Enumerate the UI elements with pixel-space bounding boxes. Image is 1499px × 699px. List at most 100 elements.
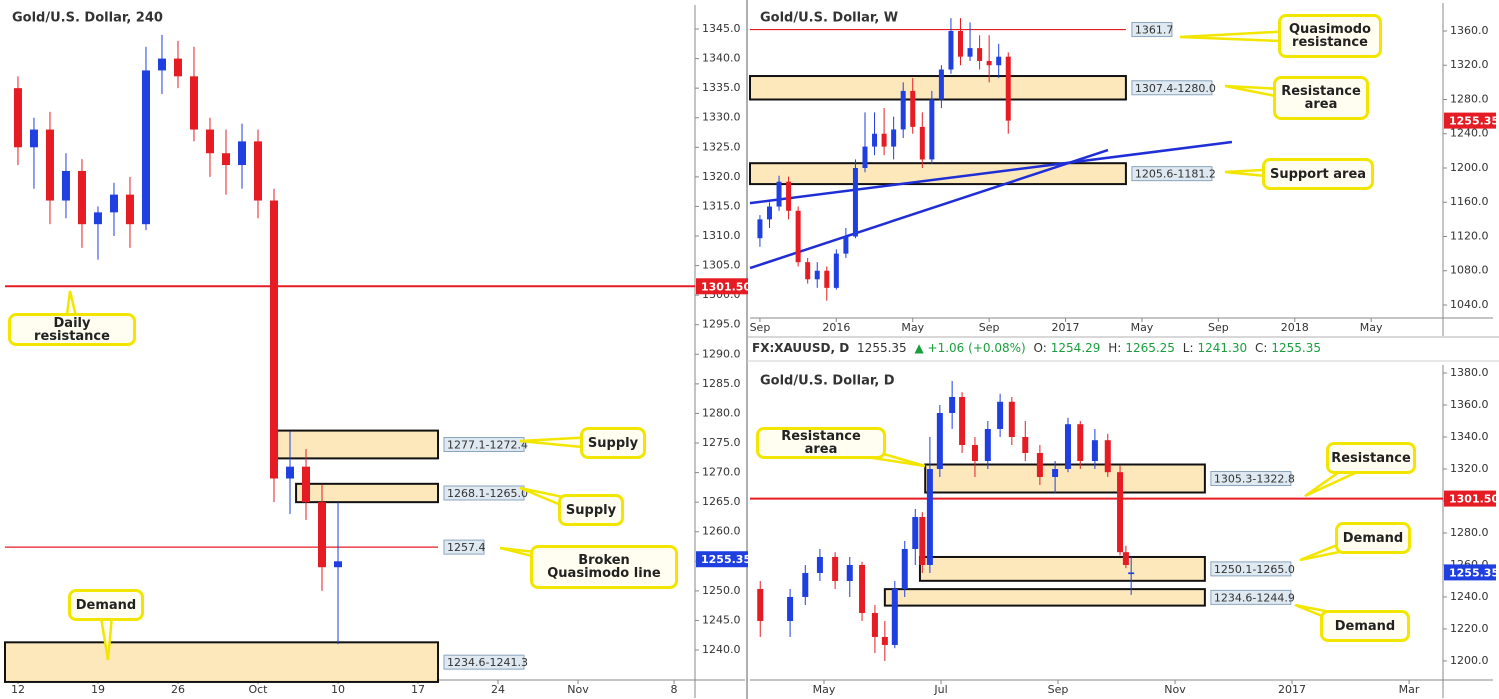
candle-body	[901, 548, 908, 589]
x-tick-label: 2017	[1052, 321, 1080, 334]
x-tick-label: Sep	[979, 321, 1000, 334]
chart-title: Gold/U.S. Dollar, 240	[12, 11, 163, 26]
zone-label: 1205.6-1181.2	[1135, 168, 1216, 181]
candle-body	[832, 556, 839, 581]
candle-body	[757, 588, 764, 621]
symbol: FX:XAUUSD, D	[752, 341, 850, 355]
zone	[749, 162, 1127, 186]
candle-body	[872, 133, 878, 147]
level-label-box	[1131, 22, 1173, 38]
y-tick-label: 1040.0	[1450, 298, 1489, 311]
y-tick-label: 1305.0	[702, 259, 741, 272]
y-tick-label: 1345.0	[702, 22, 741, 35]
level-label: 1301.50	[1449, 493, 1499, 506]
ohlc-label: H:	[1108, 341, 1122, 355]
last-price-label: 1255.35	[701, 553, 751, 566]
symbol-info-bar: FX:XAUUSD, D 1255.35 ▲ +1.06 (+0.08%) O:…	[752, 341, 1325, 355]
y-tick-label: 1335.0	[702, 81, 741, 94]
candle-body	[919, 516, 926, 565]
x-tick-label: May	[813, 683, 836, 696]
candle-body	[900, 90, 906, 130]
candle-body	[881, 636, 888, 645]
y-tick-label: 1320.0	[702, 170, 741, 183]
candle-body	[967, 48, 973, 57]
x-tick-label: 19	[91, 683, 105, 696]
candle-body	[802, 572, 809, 597]
callout: Resistance area	[1273, 76, 1369, 120]
callout: Demand	[68, 589, 144, 621]
level-label: 1361.7	[1135, 24, 1174, 37]
y-tick-label: 1340.0	[702, 52, 741, 65]
zone	[295, 482, 440, 504]
zone	[918, 555, 1206, 582]
candle-body	[237, 141, 246, 166]
y-tick-label: 1310.0	[702, 229, 741, 242]
candle-body	[846, 564, 853, 581]
candle-body	[317, 502, 326, 568]
y-tick-label: 1380.0	[1450, 366, 1489, 379]
y-tick-label: 1360.0	[1450, 24, 1489, 37]
candle-body	[795, 210, 801, 263]
x-tick-label: Nov	[1164, 683, 1186, 696]
y-tick-label: 1270.0	[702, 466, 741, 479]
x-tick-label: Mar	[1399, 683, 1420, 696]
candle-body	[173, 58, 182, 77]
callout: Demand	[1320, 610, 1410, 642]
x-tick-label: 2016	[822, 321, 850, 334]
y-tick-label: 1290.0	[702, 347, 741, 360]
y-tick-label: 1240.0	[1450, 127, 1489, 140]
candle-body	[949, 396, 956, 413]
x-tick-label: May	[901, 321, 924, 334]
candle-body	[852, 167, 858, 237]
candle-body	[61, 170, 70, 201]
zone-label-box	[443, 654, 525, 670]
level-label-box	[443, 539, 485, 555]
zone-label-box	[1131, 166, 1213, 182]
candle-body	[891, 129, 897, 147]
candle-body	[301, 466, 310, 503]
y-tick-label: 1280.0	[1450, 526, 1489, 539]
candle-body	[1022, 436, 1029, 453]
y-tick-label: 1320.0	[1450, 462, 1489, 475]
y-tick-label: 1250.0	[702, 584, 741, 597]
x-tick-label: 2018	[1281, 321, 1309, 334]
x-tick-label: Oct	[248, 683, 268, 696]
candle-body	[285, 466, 294, 479]
y-tick-label: 1325.0	[702, 140, 741, 153]
candle-body	[912, 516, 919, 549]
x-tick-label: Sep	[1208, 321, 1229, 334]
zone-label: 1305.3-1322.8	[1214, 473, 1295, 486]
level-label: 1257.4	[447, 541, 486, 554]
x-tick-label: 2017	[1278, 683, 1306, 696]
ohlc-label: L:	[1182, 341, 1194, 355]
candle-body	[929, 99, 935, 160]
candle-body	[333, 561, 342, 568]
ohlc-label: C:	[1254, 341, 1268, 355]
callout: Daily resistance	[8, 313, 136, 346]
callout: Support area	[1262, 158, 1374, 190]
x-tick-label: Jul	[933, 683, 947, 696]
zone-label: 1234.6-1241.3	[447, 656, 528, 669]
y-tick-label: 1295.0	[702, 318, 741, 331]
zone-label: 1250.1-1265.0	[1214, 563, 1295, 576]
candle-body	[1008, 401, 1015, 437]
y-tick-label: 1275.0	[702, 436, 741, 449]
x-tick-label: 26	[171, 683, 185, 696]
y-tick-label: 1080.0	[1450, 264, 1489, 277]
candle-body	[1128, 572, 1135, 575]
y-tick-label: 1315.0	[702, 199, 741, 212]
x-tick-label: 10	[331, 683, 345, 696]
ohlc-value: 1254.29	[1050, 341, 1101, 355]
price: 1255.35	[857, 341, 907, 355]
zone-label: 1234.6-1244.9	[1214, 591, 1295, 604]
candle-body	[1077, 424, 1084, 461]
candle-body	[871, 612, 878, 637]
last-price-label: 1255.35	[1449, 566, 1499, 579]
candle-body	[996, 56, 1002, 66]
candle-body	[843, 236, 849, 254]
candle-body	[959, 396, 966, 445]
candle-body	[948, 30, 954, 70]
x-tick-label: 12	[11, 683, 25, 696]
chart-title: Gold/U.S. Dollar, W	[760, 11, 898, 26]
candle-body	[1122, 552, 1129, 565]
